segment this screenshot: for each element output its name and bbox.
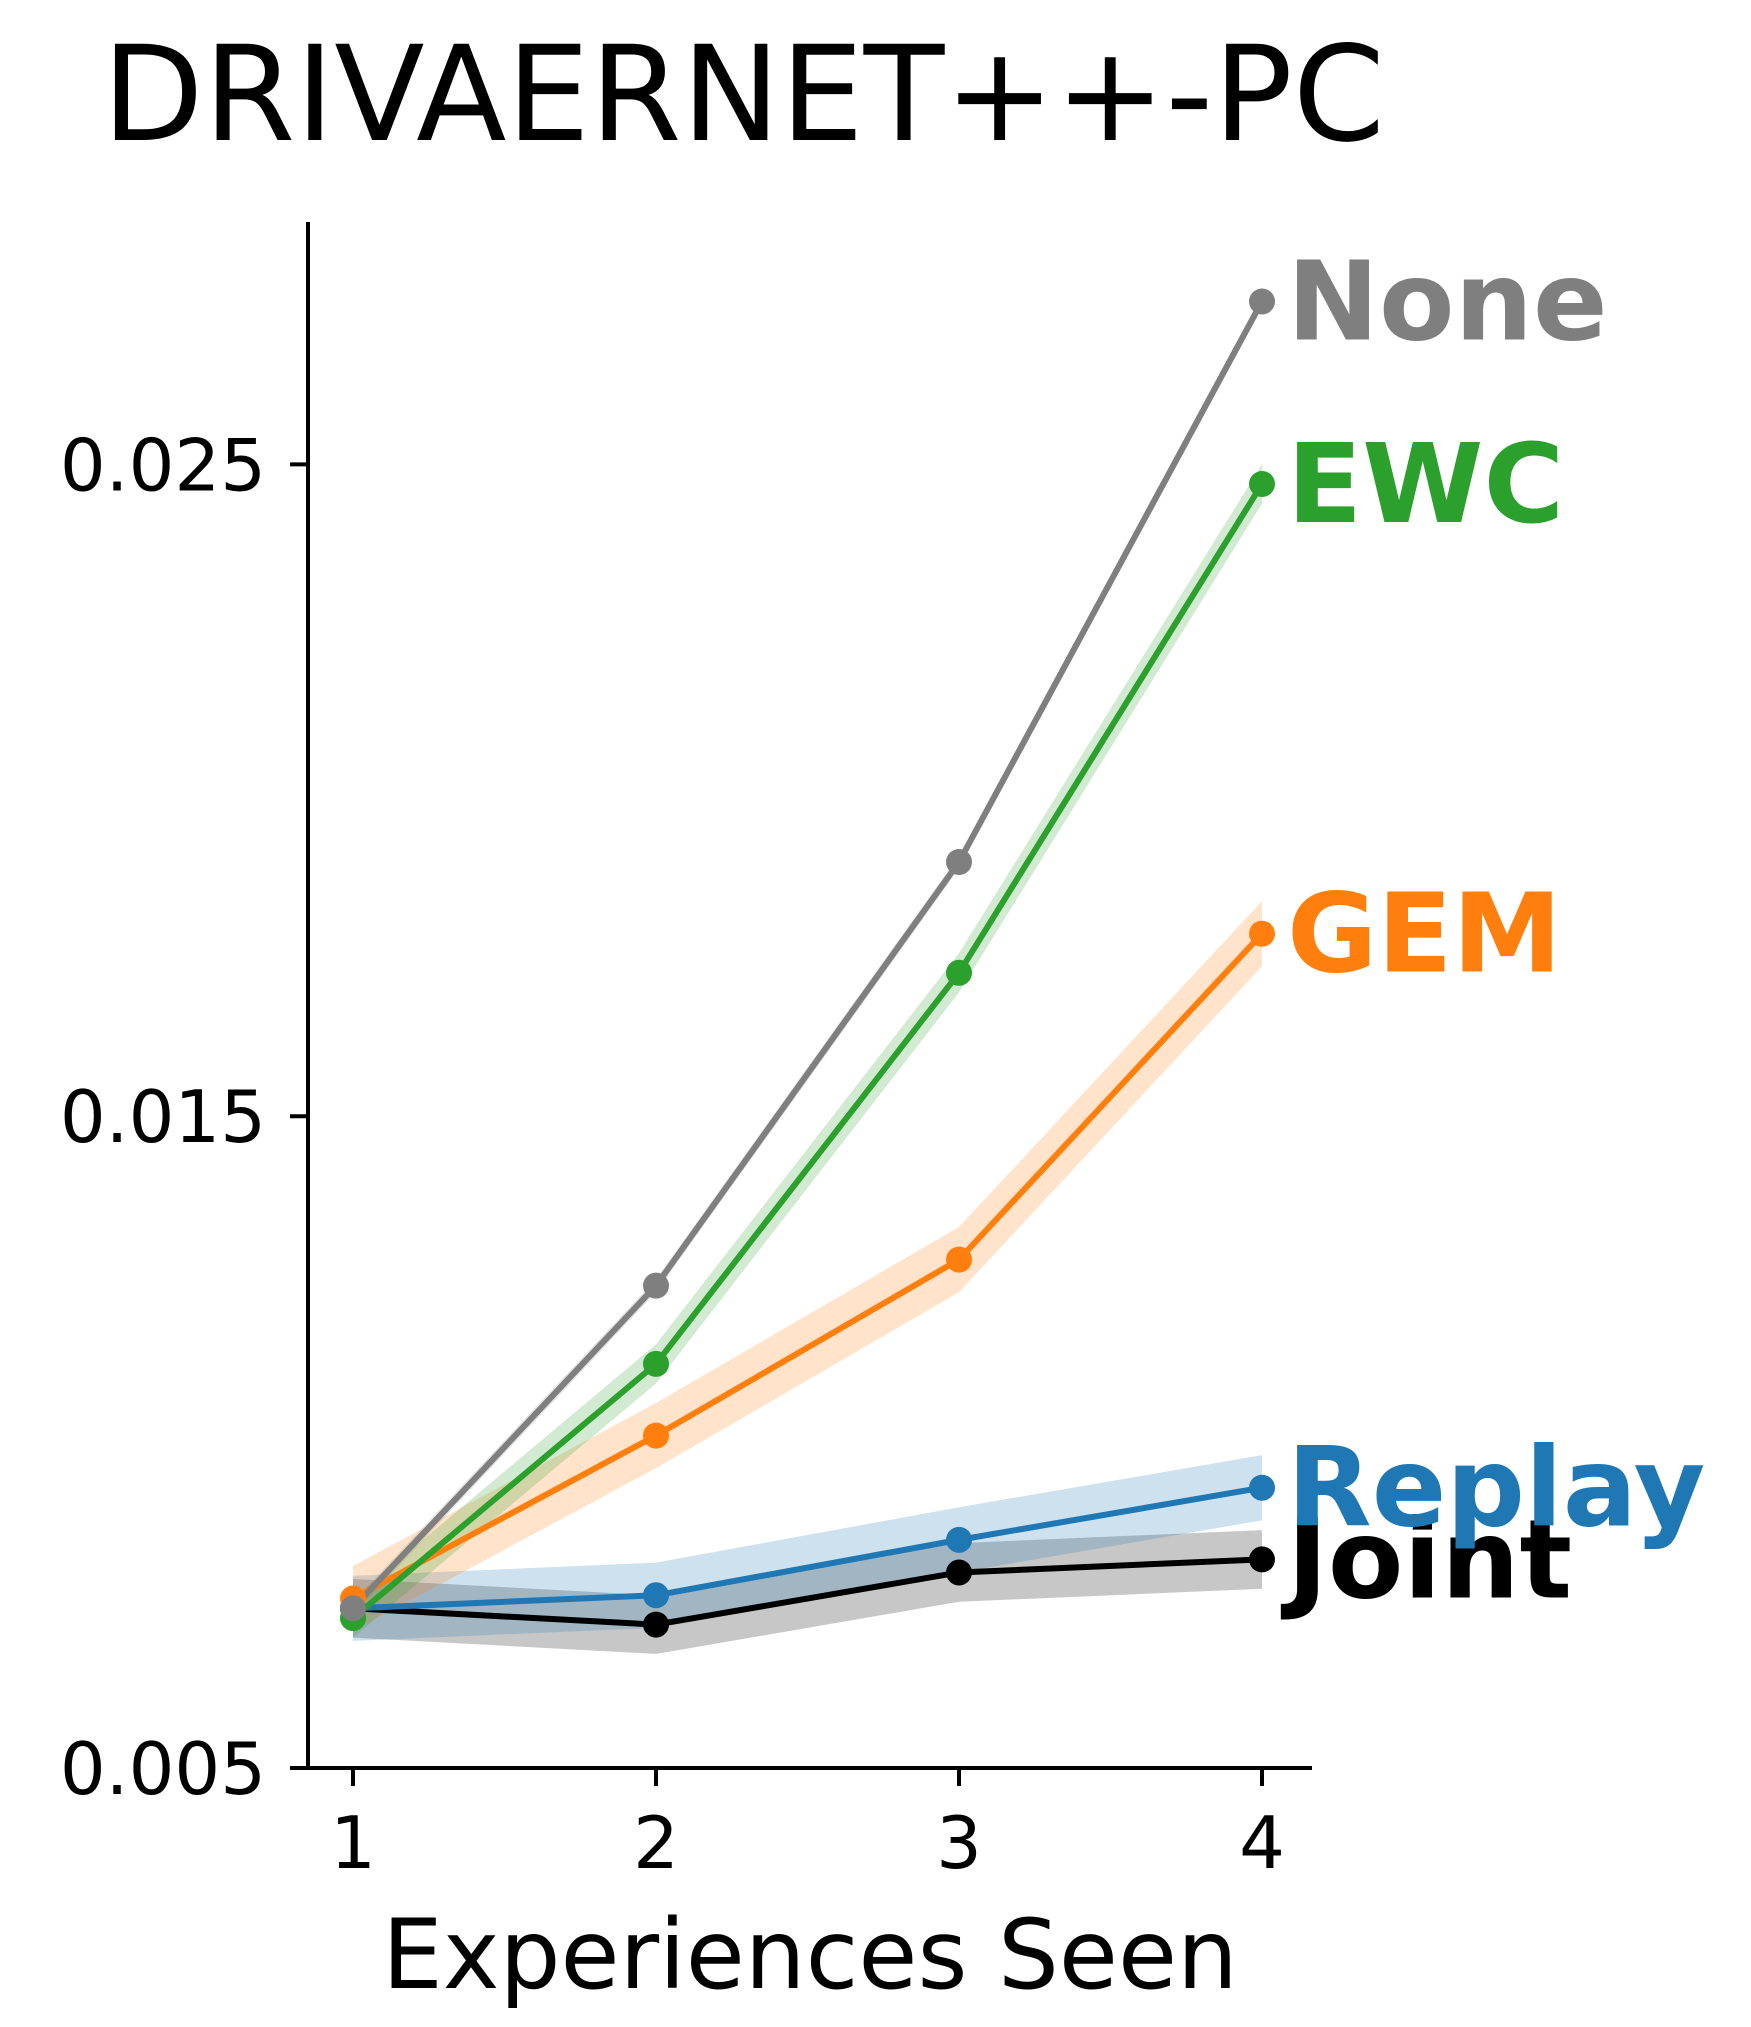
gem-line <box>350 930 1265 1602</box>
joint-line <box>350 1556 1265 1628</box>
confidence-bands <box>353 294 1262 1654</box>
y-tick-label: 0.015 <box>60 1075 266 1159</box>
none-series-label: None <box>1287 237 1608 365</box>
none-point <box>946 848 972 875</box>
replay-point <box>643 1582 669 1609</box>
replay-series-label: Replay <box>1287 1424 1705 1552</box>
x-axis-label: Experiences Seen <box>382 1899 1238 2011</box>
x-tick-label: 1 <box>330 1801 376 1885</box>
y-tick-label: 0.005 <box>60 1727 266 1811</box>
x-ticks: 1 2 3 4 <box>330 1768 1285 1885</box>
replay-point <box>946 1526 972 1553</box>
replay-line <box>350 1484 1265 1612</box>
y-ticks: 0.005 0.015 0.025 <box>60 423 308 1811</box>
replay-point <box>1249 1474 1275 1501</box>
joint-series-label: Joint <box>1280 1495 1572 1623</box>
joint-point <box>946 1559 972 1586</box>
y-tick-label: 0.025 <box>60 423 266 507</box>
gem-point <box>946 1246 972 1273</box>
gem-series-label: GEM <box>1287 870 1562 998</box>
series-points <box>340 288 1275 1638</box>
joint-point <box>1249 1546 1275 1573</box>
ewc-point <box>946 959 972 986</box>
none-point <box>340 1595 366 1622</box>
replay-band <box>353 1455 1262 1641</box>
none-line <box>350 298 1265 1612</box>
ewc-series-label: EWC <box>1287 420 1564 548</box>
chart-title: DRIVAERNET++-PC <box>102 18 1385 172</box>
x-tick-label: 3 <box>936 1801 982 1885</box>
none-point <box>1249 288 1275 315</box>
ewc-line <box>350 480 1265 1622</box>
gem-point <box>1249 920 1275 947</box>
x-tick-label: 2 <box>633 1801 679 1885</box>
joint-point <box>643 1611 669 1638</box>
gem-point <box>643 1422 669 1449</box>
ewc-point <box>1249 470 1275 497</box>
ewc-point <box>643 1350 669 1377</box>
gem-band <box>353 901 1262 1632</box>
none-point <box>643 1272 669 1299</box>
x-tick-label: 4 <box>1239 1801 1285 1885</box>
series-lines <box>350 298 1265 1628</box>
none-band <box>353 294 1262 1615</box>
